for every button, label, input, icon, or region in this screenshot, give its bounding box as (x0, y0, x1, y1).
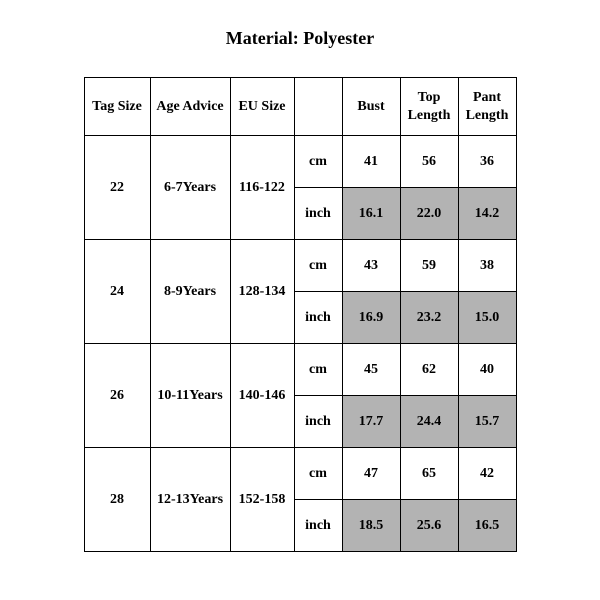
cell-unit-cm: cm (294, 448, 342, 500)
cell-age: 6-7Years (150, 136, 230, 240)
cell-age: 8-9Years (150, 240, 230, 344)
cell-bust-inch: 16.1 (342, 188, 400, 240)
cell-pant-inch: 14.2 (458, 188, 516, 240)
cell-pant-cm: 38 (458, 240, 516, 292)
page: Material: Polyester Tag Size Age Advice … (0, 0, 600, 600)
cell-eu: 128-134 (230, 240, 294, 344)
cell-top-inch: 24.4 (400, 396, 458, 448)
table-row: 24 8-9Years 128-134 cm 43 59 38 (84, 240, 516, 292)
cell-eu: 140-146 (230, 344, 294, 448)
col-age-advice: Age Advice (150, 78, 230, 136)
cell-bust-cm: 43 (342, 240, 400, 292)
cell-bust-inch: 18.5 (342, 500, 400, 552)
cell-tag: 24 (84, 240, 150, 344)
cell-bust-cm: 41 (342, 136, 400, 188)
cell-unit-inch: inch (294, 292, 342, 344)
cell-top-cm: 65 (400, 448, 458, 500)
cell-age: 10-11Years (150, 344, 230, 448)
cell-bust-inch: 17.7 (342, 396, 400, 448)
col-top-length: Top Length (400, 78, 458, 136)
cell-top-cm: 62 (400, 344, 458, 396)
cell-top-cm: 59 (400, 240, 458, 292)
cell-tag: 26 (84, 344, 150, 448)
col-pant-length: Pant Length (458, 78, 516, 136)
col-tag-size: Tag Size (84, 78, 150, 136)
cell-age: 12-13Years (150, 448, 230, 552)
cell-bust-inch: 16.9 (342, 292, 400, 344)
page-title: Material: Polyester (0, 28, 600, 49)
col-pant-line2: Length (461, 107, 514, 125)
cell-eu: 116-122 (230, 136, 294, 240)
table-row: 22 6-7Years 116-122 cm 41 56 36 (84, 136, 516, 188)
cell-unit-cm: cm (294, 240, 342, 292)
cell-pant-cm: 36 (458, 136, 516, 188)
col-bust: Bust (342, 78, 400, 136)
cell-top-inch: 23.2 (400, 292, 458, 344)
col-pant-line1: Pant (461, 89, 514, 107)
col-unit (294, 78, 342, 136)
cell-pant-cm: 40 (458, 344, 516, 396)
cell-unit-inch: inch (294, 396, 342, 448)
table-row: 28 12-13Years 152-158 cm 47 65 42 (84, 448, 516, 500)
cell-pant-inch: 16.5 (458, 500, 516, 552)
cell-unit-cm: cm (294, 136, 342, 188)
table-row: 26 10-11Years 140-146 cm 45 62 40 (84, 344, 516, 396)
cell-bust-cm: 47 (342, 448, 400, 500)
cell-unit-inch: inch (294, 188, 342, 240)
cell-unit-cm: cm (294, 344, 342, 396)
cell-eu: 152-158 (230, 448, 294, 552)
cell-top-cm: 56 (400, 136, 458, 188)
cell-pant-inch: 15.7 (458, 396, 516, 448)
size-table: Tag Size Age Advice EU Size Bust Top Len… (84, 77, 517, 552)
cell-unit-inch: inch (294, 500, 342, 552)
col-eu-size: EU Size (230, 78, 294, 136)
col-top-line1: Top (403, 89, 456, 107)
table-header-row: Tag Size Age Advice EU Size Bust Top Len… (84, 78, 516, 136)
cell-tag: 22 (84, 136, 150, 240)
cell-pant-inch: 15.0 (458, 292, 516, 344)
cell-tag: 28 (84, 448, 150, 552)
cell-bust-cm: 45 (342, 344, 400, 396)
cell-top-inch: 22.0 (400, 188, 458, 240)
cell-top-inch: 25.6 (400, 500, 458, 552)
cell-pant-cm: 42 (458, 448, 516, 500)
col-top-line2: Length (403, 107, 456, 125)
